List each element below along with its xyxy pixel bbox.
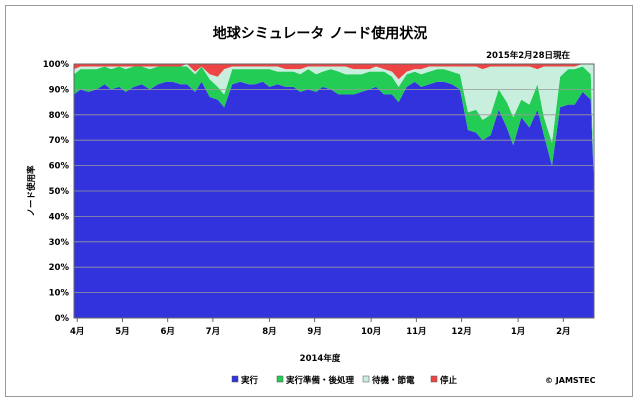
legend-swatch-2 [362, 375, 370, 383]
x-tick-label: 8月 [262, 327, 276, 337]
y-axis-ticks: 0% 10% 20% 30% 40% 50% 60% 70% 80% 90% 100% [43, 60, 70, 324]
plot-area [73, 63, 595, 319]
x-tick-label: 1月 [511, 327, 525, 337]
area-series-0 [74, 81, 594, 318]
legend-label-2: 待機・節電 [371, 375, 415, 386]
legend-label-1: 実行準備・後処理 [286, 375, 355, 386]
x-tick-label: 7月 [206, 327, 220, 337]
plot-border [73, 63, 595, 319]
legend: 実行 実行準備・後処理 待機・節電 停止 [231, 375, 458, 386]
legend-label-3: 停止 [440, 375, 458, 386]
x-tick-label: 2月 [556, 327, 570, 337]
legend-label-0: 実行 [241, 375, 259, 386]
legend-swatch-0 [231, 375, 239, 383]
y-tick-label: 20% [49, 263, 70, 273]
y-axis-label: ノード使用率 [26, 165, 37, 217]
y-tick-label: 50% [49, 187, 70, 197]
x-tick-label: 4月 [70, 327, 84, 337]
x-axis-ticks: 4月 5月 6月 7月 8月 9月 10月 11月 12月 1月 2月 [70, 318, 571, 337]
copyright: © JAMSTEC [545, 376, 596, 385]
y-tick-label: 80% [49, 111, 70, 121]
x-tick-label: 6月 [160, 327, 174, 337]
legend-swatch-3 [430, 375, 438, 383]
y-tick-label: 40% [49, 212, 70, 222]
series-areas [74, 64, 594, 318]
area-series-2 [74, 64, 594, 186]
y-tick-label: 60% [49, 162, 70, 172]
y-tick-label: 70% [49, 136, 70, 146]
area-series-1 [74, 66, 594, 186]
x-tick-label: 10月 [361, 327, 381, 337]
x-tick-label: 9月 [307, 327, 321, 337]
y-tick-label: 10% [49, 289, 70, 299]
y-tick-label: 30% [49, 238, 70, 248]
legend-swatch-1 [276, 375, 284, 383]
as-of-date: 2015年2月28日現在 [486, 50, 570, 61]
x-tick-label: 11月 [406, 327, 426, 337]
y-tick-label: 100% [43, 60, 70, 70]
gridlines [74, 89, 594, 294]
chart-title: 地球シミュレータ ノード使用状況 [213, 25, 428, 42]
x-tick-label: 12月 [451, 327, 471, 337]
x-axis-label: 2014年度 [300, 353, 341, 364]
area-series-3 [74, 64, 594, 80]
x-tick-label: 5月 [115, 327, 129, 337]
y-tick-label: 0% [55, 314, 70, 324]
y-tick-label: 90% [49, 85, 70, 95]
